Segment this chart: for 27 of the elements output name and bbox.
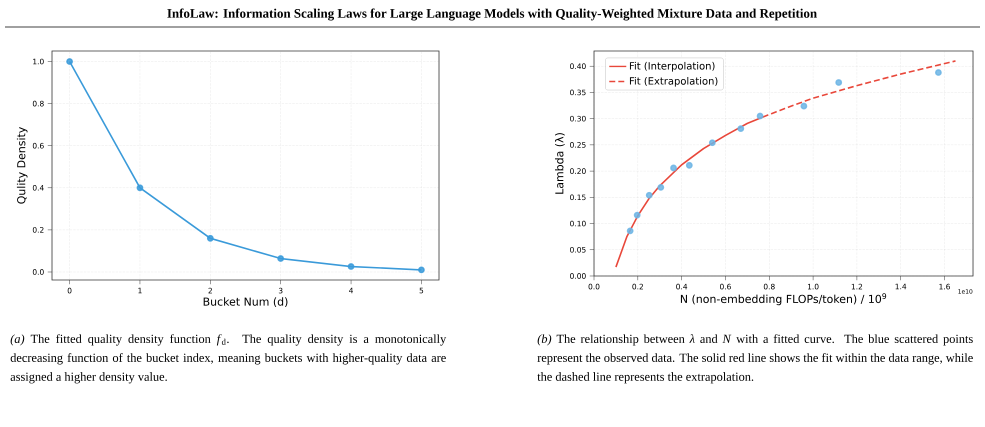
point — [634, 212, 641, 219]
point — [626, 227, 634, 234]
point — [418, 266, 425, 274]
point — [670, 164, 677, 172]
point — [646, 192, 653, 199]
legend-label: Fit (Extrapolation) — [630, 76, 718, 87]
text: InfoLaw: Information Scaling Laws for Large Language Models with Quality-Weighted Mixture Data and Repetition — [167, 8, 817, 20]
x-axis-title: N (non-embedding FLOPs/token) / 10$^{9}$ — [680, 293, 886, 306]
point — [136, 184, 144, 192]
text: (a) The fitted quality density function f$_{d}$. The quality density is a monotonically decreasing function of the bucket index, meaning buckets with higher-quality data are assigned a higher density value. — [10, 334, 446, 384]
x-axis-title: Bucket Num (d) — [204, 297, 288, 308]
point — [348, 263, 354, 270]
point — [657, 184, 664, 191]
y-axis-title: Qulity Density — [16, 127, 28, 204]
point — [277, 255, 284, 262]
y-axis-title: Lambda (λ) — [554, 133, 565, 194]
point — [935, 69, 942, 76]
point — [66, 58, 73, 65]
point — [800, 102, 808, 110]
point — [206, 234, 214, 242]
point — [756, 112, 764, 120]
point — [686, 162, 693, 169]
point — [708, 139, 716, 146]
text: (b) The relationship between λ and N with a fitted curve. The blue scattered points represent the observed data. The solid red line shows the fit within the data range, while the dashed line represents the extrapolation. — [537, 334, 973, 384]
legend-label: Fit (Interpolation) — [630, 62, 715, 72]
point — [835, 79, 842, 86]
point — [737, 125, 744, 132]
